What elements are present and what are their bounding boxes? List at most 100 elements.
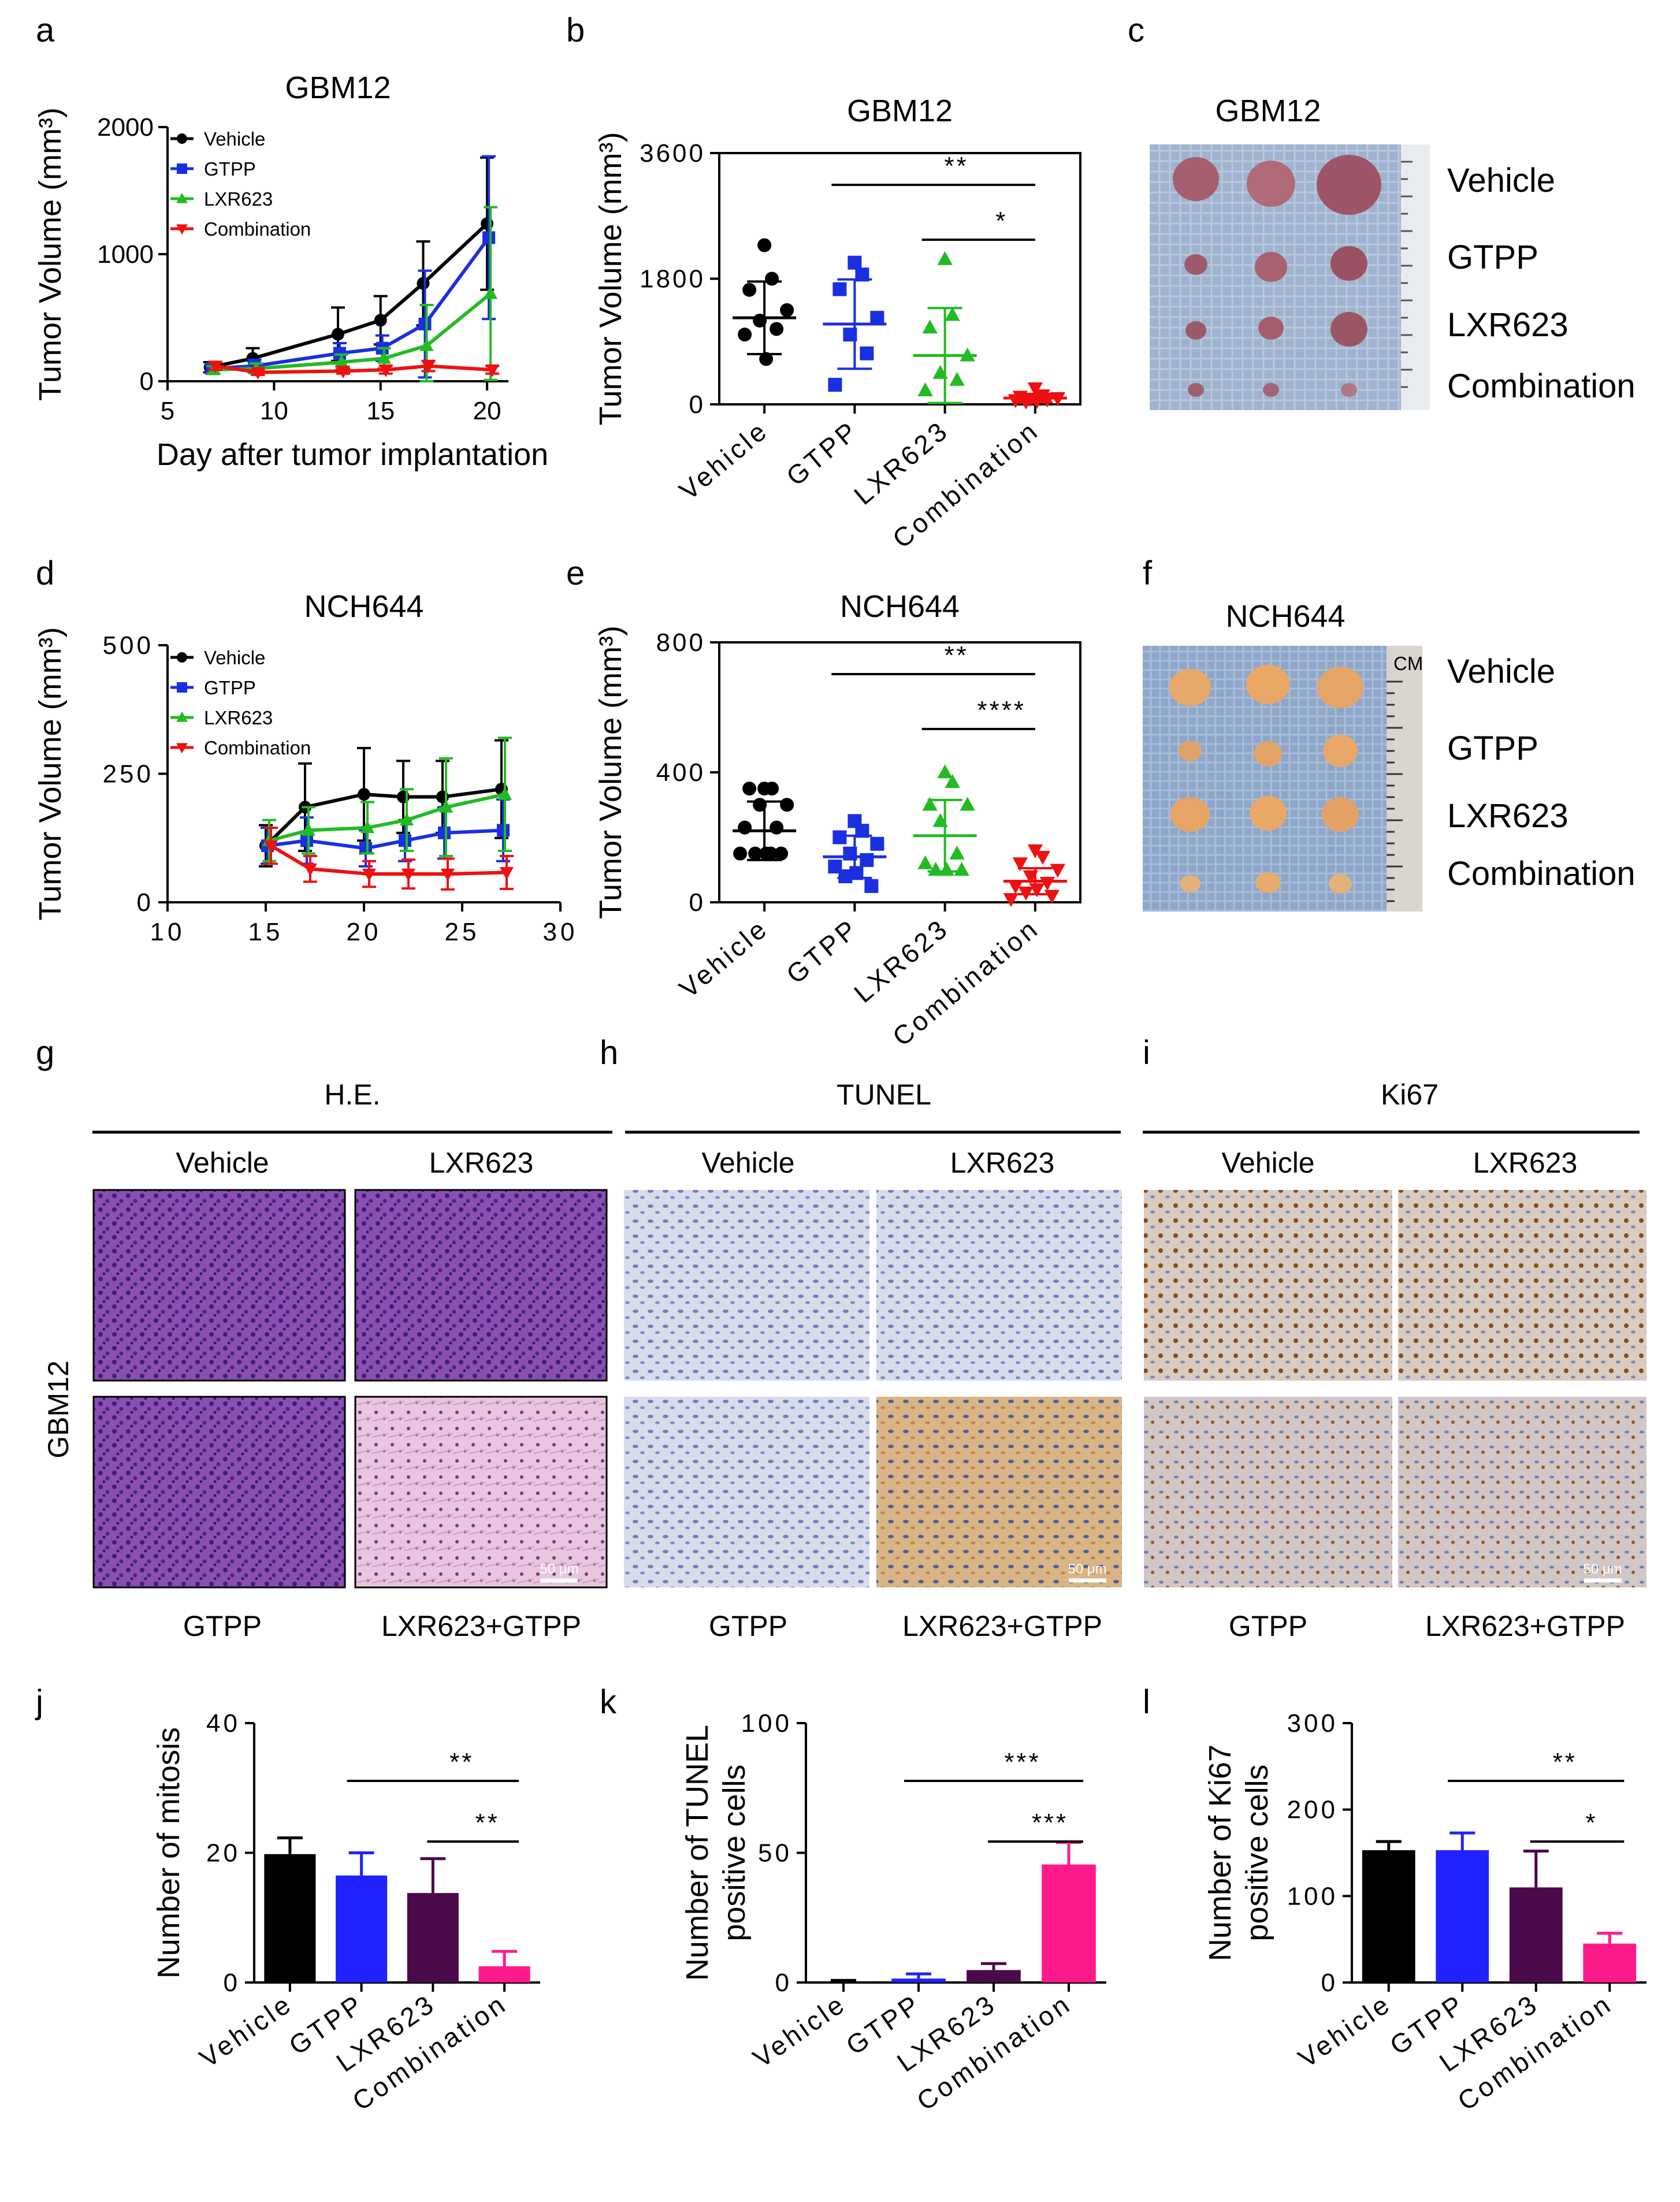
- sd-bar: [747, 280, 782, 355]
- error-bar: [906, 1972, 931, 1979]
- tumor-c-gtpp-3: [1330, 246, 1367, 281]
- legend-label: LXR623: [204, 707, 273, 728]
- data-point: [949, 371, 965, 386]
- y-tick-label: 800: [656, 628, 705, 657]
- micro-bottom-label-g: GTPP: [183, 1610, 262, 1642]
- plot-frame: [718, 641, 1081, 903]
- data-point: [738, 328, 752, 342]
- data-point: [922, 797, 938, 811]
- panel-letter-d: d: [36, 555, 54, 592]
- data-point: [742, 782, 757, 796]
- micro-top-label-g: LXR623: [429, 1147, 534, 1179]
- error-bar: [492, 1950, 518, 1966]
- data-point: [770, 322, 784, 336]
- bar-gtpp: [1436, 1850, 1489, 1982]
- data-point: [870, 836, 884, 851]
- tumor-f-gtpp-1: [1179, 741, 1202, 761]
- bar-vehicle: [264, 1854, 316, 1982]
- data-point: [1027, 382, 1043, 397]
- error-bar: [1523, 1850, 1549, 1888]
- micro-h-vehicle: [624, 1190, 869, 1381]
- data-point: [333, 347, 346, 360]
- data-point: [362, 868, 377, 881]
- data-point: [780, 303, 794, 317]
- y-tick-label: 50: [758, 1839, 792, 1868]
- chart-title: NCH644: [304, 589, 423, 624]
- y-axis-label-line-1: Number of TUNEL: [680, 1725, 715, 1981]
- data-point: [399, 834, 411, 847]
- data-point: [742, 282, 757, 297]
- data-point: [482, 231, 496, 244]
- micro-h-combination: [876, 1397, 1122, 1587]
- data-point: [937, 251, 953, 265]
- data-point: [770, 820, 784, 835]
- chart-k-tunel: 0 50 100 Number of TUNEL positive cells Vehic…: [680, 1709, 1106, 2117]
- legend-marker: [176, 224, 188, 235]
- panel-letter-e: e: [566, 555, 585, 592]
- data-point: [764, 846, 778, 861]
- legend-marker: [176, 711, 188, 722]
- x-tick-label: 30: [543, 918, 578, 946]
- chart-d-nch644-growth: NCH644 0 250 500 10 15 20 25 30 Tumor Volume (mm³…: [33, 589, 578, 946]
- legend-label: GTPP: [204, 677, 256, 698]
- significance-label: ****: [977, 696, 1027, 724]
- photo-f-ruler: [1387, 646, 1422, 912]
- bar-combination: [1042, 1864, 1096, 1982]
- y-tick-label: 0: [140, 367, 154, 396]
- data-point: [263, 840, 278, 853]
- tumor-f-vehicle-1: [1169, 669, 1211, 706]
- data-point: [208, 360, 222, 374]
- data-point: [765, 782, 779, 796]
- data-point: [864, 879, 879, 893]
- y-axis-label: Tumor Volume (mm³): [33, 627, 68, 920]
- tumor-f-combination-2: [1255, 872, 1281, 893]
- data-point: [860, 853, 874, 867]
- significance-label: ***: [1032, 1809, 1068, 1837]
- micro-top-label-i: LXR623: [1473, 1147, 1578, 1179]
- data-point: [401, 868, 416, 881]
- chart-e-nch644-volume: NCH644 0 400 800 Tumor Volume (mm³) Vehicle GT…: [593, 589, 1081, 1052]
- photo-c-row-label: Combination: [1447, 367, 1636, 405]
- y-axis-label-line-2: positive cells: [717, 1764, 752, 1941]
- micro-bottom-label-i: LXR623+GTPP: [1425, 1610, 1625, 1642]
- sd-bar: [837, 278, 872, 370]
- series-line-combination: [215, 364, 493, 374]
- tumor-f-gtpp-3: [1323, 735, 1358, 767]
- tumor-f-combination-1: [1180, 875, 1200, 892]
- data-point: [359, 842, 372, 855]
- tumor-c-vehicle-1: [1173, 157, 1219, 201]
- data-point: [497, 787, 512, 800]
- photo-f-ruler-ticks: [1387, 680, 1403, 902]
- category-label: Vehicle: [674, 913, 774, 1004]
- micro-g-combination: [354, 1396, 608, 1589]
- micro-i-gtpp: [1144, 1397, 1392, 1587]
- significance-label: **: [1553, 1748, 1577, 1776]
- x-tick-label: 20: [473, 397, 501, 425]
- tumor-f-combination-3: [1329, 874, 1352, 894]
- data-point: [378, 364, 393, 377]
- legend-label: GTPP: [204, 158, 256, 180]
- significance-label: **: [449, 1748, 474, 1776]
- y-axis-label: Tumor Volume (mm³): [33, 107, 68, 401]
- panel-letter-b: b: [566, 12, 585, 49]
- bar-gtpp: [891, 1978, 946, 1982]
- x-tick-label: 15: [366, 397, 395, 425]
- data-point: [418, 318, 432, 330]
- panel-letter-f: f: [1143, 555, 1153, 592]
- photo-f-row-label: GTPP: [1447, 730, 1538, 767]
- y-axis-label: Tumor Volume (mm³): [593, 626, 628, 919]
- legend-label: Vehicle: [204, 128, 265, 150]
- data-point: [485, 364, 500, 377]
- y-axis-label-line-1: Number of Ki67: [1203, 1745, 1237, 1961]
- micro-bottom-label-h: LXR623+GTPP: [902, 1610, 1102, 1642]
- series-line-lxr623: [213, 292, 492, 372]
- micro-bottom-label-h: GTPP: [709, 1610, 787, 1642]
- y-tick-label: 250: [103, 760, 154, 788]
- data-point: [774, 846, 789, 861]
- stain-title-i: Ki67: [1381, 1078, 1439, 1111]
- photo-f-title: NCH644: [1225, 599, 1345, 634]
- photo-c-row-label: LXR623: [1447, 306, 1569, 344]
- y-tick-label: 200: [1287, 1796, 1338, 1824]
- legend-label: Combination: [204, 218, 311, 240]
- data-point: [949, 845, 965, 860]
